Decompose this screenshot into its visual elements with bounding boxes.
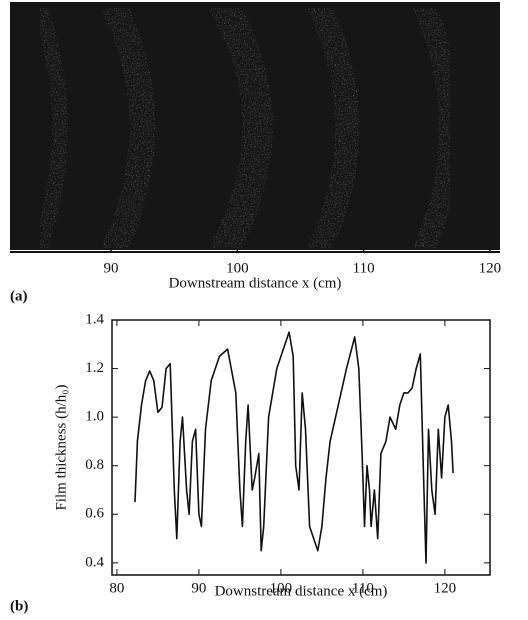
- panel-label: (b): [10, 598, 28, 614]
- x-tick-label: 100: [226, 260, 249, 276]
- x-tick-label: 110: [353, 260, 375, 276]
- x-tick-label: 110: [352, 580, 374, 596]
- x-tick-label: 90: [191, 580, 206, 596]
- y-tick-label: 0.6: [85, 506, 104, 522]
- y-tick-label: 1.4: [85, 311, 104, 327]
- x-tick-label: 120: [434, 580, 457, 596]
- y-tick-label: 0.4: [85, 554, 104, 570]
- panel-label: (a): [10, 288, 28, 304]
- x-tick-label: 90: [104, 260, 119, 276]
- y-tick-label: 0.8: [85, 457, 104, 473]
- x-tick-label: 100: [270, 580, 293, 596]
- plot-frame: [111, 319, 491, 576]
- x-axis-label: Downstream distance x (cm): [169, 275, 342, 291]
- y-tick-label: 1.2: [85, 360, 104, 376]
- photo: [10, 0, 500, 263]
- data-line: [134, 331, 454, 564]
- x-axis-label: Downstream distance x (cm): [215, 583, 388, 599]
- y-axis-label: Film thickness (h/h₀): [53, 384, 69, 510]
- x-tick-label: 120: [479, 260, 502, 276]
- y-tick-label: 1.0: [85, 409, 104, 425]
- x-tick-label: 80: [109, 580, 124, 596]
